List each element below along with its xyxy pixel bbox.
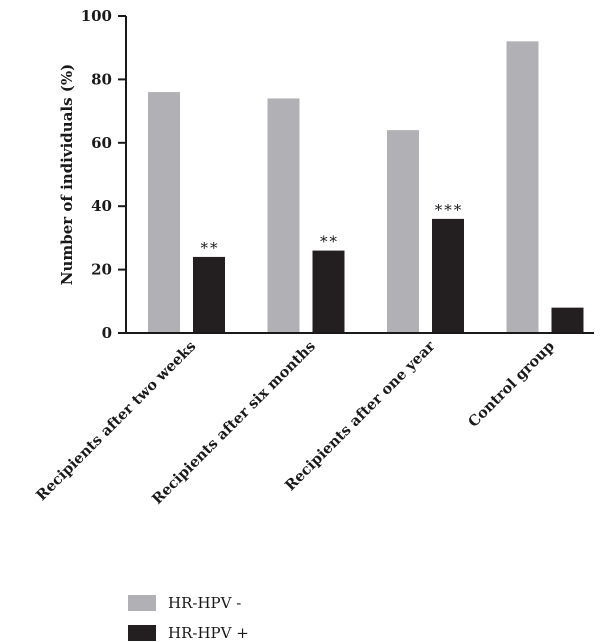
bar-hr-hpv-negative bbox=[148, 92, 180, 333]
x-category-label: Control group bbox=[465, 338, 558, 431]
y-axis-ticks: 0 20 40 60 80 100 bbox=[81, 7, 126, 342]
legend-item-hr-hpv-negative: HR-HPV - bbox=[128, 594, 241, 612]
y-tick-label: 60 bbox=[91, 134, 112, 152]
bar-hr-hpv-negative bbox=[267, 98, 300, 333]
legend-label-hr-hpv-negative: HR-HPV - bbox=[168, 594, 242, 612]
bar-hr-hpv-negative bbox=[387, 130, 419, 333]
bars bbox=[148, 41, 584, 334]
significance-labels: ** ***** bbox=[201, 201, 464, 257]
y-tick-label: 100 bbox=[81, 7, 112, 25]
legend-label-hr-hpv-positive: HR-HPV + bbox=[168, 624, 249, 642]
bar-hr-hpv-positive bbox=[551, 307, 584, 333]
bar-hr-hpv-negative bbox=[506, 41, 539, 334]
bar-hr-hpv-positive bbox=[193, 256, 225, 333]
y-tick-label: 80 bbox=[91, 70, 112, 88]
significance-label: ** bbox=[201, 239, 220, 257]
bar-hr-hpv-positive bbox=[432, 218, 464, 333]
significance-label: *** bbox=[435, 201, 464, 219]
legend-swatch-hr-hpv-negative bbox=[128, 595, 156, 611]
legend-item-hr-hpv-positive: HR-HPV + bbox=[128, 624, 249, 642]
significance-label: ** bbox=[320, 233, 339, 251]
y-tick-label: 0 bbox=[102, 324, 112, 342]
bar-hr-hpv-positive bbox=[312, 250, 345, 333]
y-tick-label: 20 bbox=[91, 261, 112, 279]
y-axis-label: Number of individuals (%) bbox=[58, 64, 76, 285]
y-tick-label: 40 bbox=[91, 197, 112, 215]
legend-swatch-hr-hpv-positive bbox=[128, 625, 156, 641]
